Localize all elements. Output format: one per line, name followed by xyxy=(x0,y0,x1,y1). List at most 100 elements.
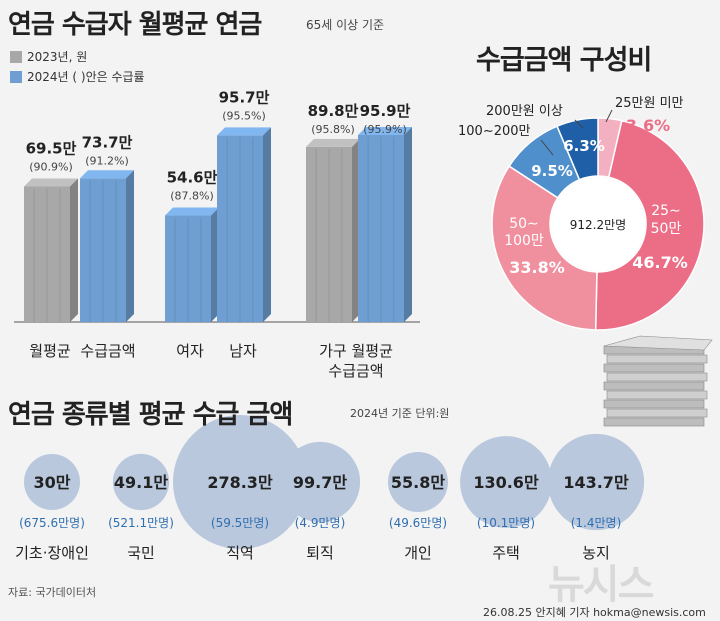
bubble-value-label: 143.7만 xyxy=(563,473,629,492)
bubble-count-label: (10.1만명) xyxy=(477,516,535,530)
bar-2023-avg-side xyxy=(70,178,78,322)
slice-name-label: 25∼ xyxy=(651,203,681,219)
title-note: 65세 이상 기준 xyxy=(306,18,385,32)
x-tick-label: 여자 xyxy=(176,342,204,360)
money-stack-icon xyxy=(606,408,708,418)
bar-rate-label: (91.2%) xyxy=(85,154,129,167)
bubble-count-label: (59.5만명) xyxy=(211,516,269,530)
bar-rate-label: (87.8%) xyxy=(170,190,214,203)
bar-value-label: 89.8만 xyxy=(308,102,359,120)
bar-2024-men-side xyxy=(263,127,271,322)
slice-name-label: 25만원 미만 xyxy=(615,96,684,111)
slice-value-label: 9.5% xyxy=(531,162,573,180)
leader-line xyxy=(574,119,584,129)
donut-title: 수급금액 구성비 xyxy=(476,45,652,76)
bubble-value-label: 30만 xyxy=(34,473,71,492)
bubble-category-label: 주택 xyxy=(492,544,520,562)
x-tick-label: 수급금액 xyxy=(80,342,135,360)
x-tick-label: 수급금액 xyxy=(328,362,383,380)
bubble-value-label: 130.6만 xyxy=(473,473,539,492)
bubble xyxy=(460,436,552,528)
bar-2024-household-top xyxy=(358,126,412,135)
slice-name-label: 100∼200만 xyxy=(458,124,531,139)
credit-line: 26.08.25 안지혜 기자 hokma@newsis.com xyxy=(483,606,706,619)
watermark-logo: 뉴시스 xyxy=(548,562,654,608)
bubble-count-label: (4.9만명) xyxy=(295,516,346,530)
legend-item-2023: 2023년, 원 xyxy=(10,48,87,65)
money-stack-icon xyxy=(603,363,705,373)
money-stack-icon xyxy=(603,399,705,409)
donut-center-label: 912.2만명 xyxy=(570,218,626,232)
donut-slice xyxy=(491,165,598,331)
slice-name-label: 50∼ xyxy=(509,216,539,232)
bubble-count-label: (49.6만명) xyxy=(389,516,447,530)
x-tick-label: 남자 xyxy=(229,342,257,360)
donut-hole xyxy=(551,177,645,271)
slice-name-label: 200만원 이상 xyxy=(486,104,563,119)
bar-2024-avg-side xyxy=(126,170,134,322)
bubble-count-label: (1.4만명) xyxy=(571,516,622,530)
bar-value-label: 95.9만 xyxy=(360,102,411,120)
bubble-count-label: (521.1만명) xyxy=(108,516,174,530)
money-stack-icon xyxy=(603,381,705,391)
bubble-value-label: 99.7만 xyxy=(293,473,347,492)
leader-line xyxy=(540,139,554,156)
bar-2024-men-top xyxy=(217,127,271,136)
money-stack-icon xyxy=(606,354,708,364)
money-stack-icon xyxy=(603,417,705,427)
section-note: 2024년 기준 단위:원 xyxy=(350,407,450,420)
bubble-category-label: 국민 xyxy=(127,544,155,562)
bubble-category-label: 퇴직 xyxy=(306,544,334,562)
page-title: 연금 수급자 월평균 연금 xyxy=(8,10,262,40)
bar-value-label: 73.7만 xyxy=(82,133,133,151)
bar-rate-label: (90.9%) xyxy=(29,160,73,173)
bar-rate-label: (95.5%) xyxy=(222,109,266,122)
bubble xyxy=(387,451,449,513)
bubble-value-label: 49.1만 xyxy=(114,473,168,492)
bubble xyxy=(173,415,307,549)
legend-item-2024: 2024년 ( )안은 수급률 xyxy=(10,68,145,85)
bar-2024-women-top xyxy=(165,207,219,216)
bar-value-label: 95.7만 xyxy=(219,88,270,106)
x-tick-label: 가구 월평균 xyxy=(319,342,393,360)
legend-swatch xyxy=(10,50,22,63)
section-title: 연금 종류별 평균 수급 금액 xyxy=(8,400,293,430)
bubble-category-label: 기초·장애인 xyxy=(15,544,89,562)
bar-rate-label: (95.8%) xyxy=(311,123,355,136)
x-tick-label: 월평균 xyxy=(29,342,71,360)
bubble-category-label: 개인 xyxy=(404,544,432,562)
money-stack-icon xyxy=(606,372,708,382)
slice-value-label: 46.7% xyxy=(632,253,688,272)
source-note: 자료: 국가데이터처 xyxy=(8,586,97,599)
slice-value-label: 3.6% xyxy=(626,116,670,135)
slice-name-label: 100만 xyxy=(504,233,544,249)
bar-value-label: 69.5만 xyxy=(26,139,77,157)
bubble xyxy=(24,454,80,510)
slice-name-label: 50만 xyxy=(651,221,682,237)
bubble-value-label: 278.3만 xyxy=(207,473,273,492)
bubble xyxy=(112,453,170,511)
donut-slice xyxy=(556,117,599,181)
bubble-count-label: (675.6만명) xyxy=(19,516,85,530)
slice-value-label: 33.8% xyxy=(509,258,565,277)
legend-label: 2024년 ( )안은 수급률 xyxy=(27,70,145,84)
bubble-value-label: 55.8만 xyxy=(391,473,445,492)
money-stack-icon xyxy=(603,335,713,351)
bar-2023-household-top xyxy=(306,138,360,147)
bubble-category-label: 농지 xyxy=(582,544,610,562)
bubble xyxy=(279,441,361,523)
bar-rate-label: (95.9%) xyxy=(363,123,407,136)
bar-2023-avg-top xyxy=(24,178,78,187)
legend-swatch xyxy=(10,70,22,83)
bar-2024-household-side xyxy=(404,126,412,323)
slice-value-label: 6.3% xyxy=(563,137,605,155)
bubble xyxy=(547,433,645,531)
donut-slice xyxy=(594,119,705,331)
leader-line xyxy=(605,109,613,123)
bubble-category-label: 직역 xyxy=(226,544,254,562)
bar-value-label: 54.6만 xyxy=(167,169,218,187)
bar-2024-avg-top xyxy=(80,170,134,179)
money-stack-icon xyxy=(606,390,708,400)
